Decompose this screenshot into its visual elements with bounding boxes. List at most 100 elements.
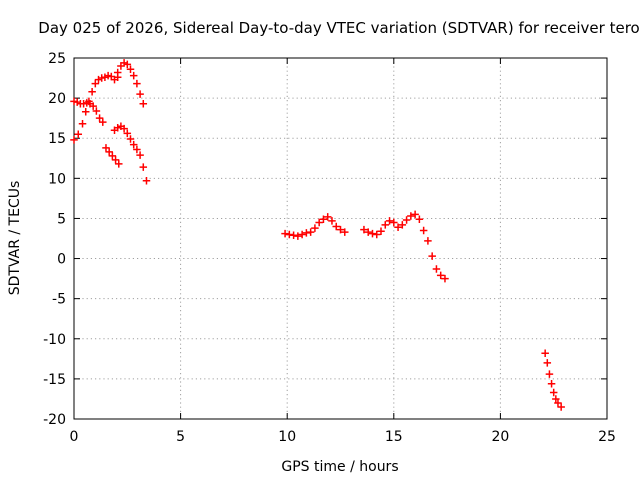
- data-point: [311, 224, 319, 232]
- data-point: [432, 265, 441, 273]
- data-point: [341, 228, 349, 236]
- data-point: [360, 225, 368, 234]
- data-point: [549, 388, 558, 397]
- chart-title: Day 025 of 2026, Sidereal Day-to-day VTE…: [38, 19, 639, 37]
- data-point: [398, 221, 407, 229]
- data-point: [381, 221, 390, 229]
- data-point: [120, 124, 128, 133]
- data-point: [394, 223, 402, 232]
- data-point: [92, 107, 101, 115]
- data-point: [123, 129, 132, 138]
- data-point: [123, 60, 132, 69]
- data-point: [95, 114, 104, 122]
- y-tick-label: -15: [43, 372, 66, 388]
- data-point: [407, 212, 415, 220]
- data-point: [424, 237, 432, 245]
- data-point: [419, 226, 428, 235]
- data-point: [79, 99, 88, 108]
- plot-frame: [73, 57, 608, 420]
- data-point: [328, 217, 336, 225]
- axis-ticks: 0 5 10 15 20 25 25 20 15 10 5 0 -5 -10 -15 -20: [43, 51, 616, 445]
- data-point: [281, 229, 289, 238]
- y-tick-label: 5: [57, 211, 66, 227]
- y-tick-label: 20: [48, 91, 66, 107]
- y-tick-label: -10: [43, 332, 66, 348]
- data-series: [281, 213, 349, 240]
- data-point: [126, 65, 135, 73]
- data-point: [385, 217, 394, 225]
- data-point: [441, 274, 449, 283]
- data-point: [323, 213, 332, 221]
- data-point: [332, 222, 340, 231]
- data-point: [554, 399, 562, 407]
- data-point: [368, 229, 377, 238]
- data-point: [89, 102, 97, 110]
- y-tick-label: 15: [48, 131, 66, 147]
- data-point: [428, 252, 436, 260]
- y-tick-label: 0: [57, 252, 66, 268]
- x-tick-label: 15: [385, 429, 403, 445]
- data-point: [336, 225, 345, 234]
- data-series: [70, 71, 122, 144]
- data-point: [111, 156, 120, 164]
- data-point: [390, 218, 398, 227]
- data-point: [81, 107, 90, 116]
- data-point: [102, 144, 110, 152]
- data-point: [285, 230, 294, 239]
- y-axis-label: SDTVAR / TECUs: [7, 181, 23, 296]
- data-point: [129, 71, 138, 80]
- x-tick-label: 5: [176, 429, 185, 445]
- data-point: [139, 99, 148, 108]
- x-tick-label: 10: [278, 429, 296, 445]
- data-point: [142, 176, 151, 185]
- x-axis-label: GPS time / hours: [281, 459, 398, 475]
- data-point: [541, 349, 549, 357]
- data-point: [315, 218, 323, 227]
- data-point: [139, 163, 148, 171]
- data-point: [298, 230, 306, 239]
- data-series: [110, 122, 151, 185]
- data-point: [85, 97, 93, 106]
- data-point: [415, 215, 424, 223]
- data-series: [360, 210, 449, 283]
- x-tick-label: 25: [598, 429, 616, 445]
- data-point: [108, 152, 117, 160]
- data-point: [107, 72, 116, 81]
- data-point: [543, 359, 552, 367]
- x-tick-label: 20: [491, 429, 509, 445]
- data-point: [99, 118, 107, 126]
- data-point: [302, 229, 311, 237]
- data-point: [133, 79, 141, 88]
- data-points: [70, 59, 565, 411]
- data-point: [436, 271, 445, 280]
- data-point: [70, 97, 78, 106]
- data-point: [372, 230, 381, 239]
- data-point: [545, 370, 554, 378]
- data-point: [319, 215, 328, 223]
- data-point: [104, 71, 112, 80]
- data-point: [136, 151, 144, 159]
- y-tick-label: -20: [43, 412, 66, 428]
- data-point: [129, 140, 138, 149]
- data-point: [91, 79, 100, 88]
- data-point: [294, 232, 302, 240]
- data-point: [115, 160, 123, 168]
- data-series: [113, 59, 148, 108]
- data-point: [88, 87, 96, 96]
- data-point: [364, 228, 372, 236]
- x-tick-label: 0: [70, 429, 79, 445]
- y-tick-label: -5: [52, 292, 66, 308]
- data-point: [126, 135, 135, 143]
- data-point: [70, 136, 78, 144]
- data-point: [74, 130, 83, 138]
- data-point: [377, 227, 385, 236]
- data-point: [552, 395, 560, 403]
- data-point: [113, 68, 122, 77]
- data-point: [133, 145, 141, 154]
- data-point: [136, 90, 144, 98]
- data-point: [105, 148, 113, 156]
- data-point: [97, 74, 106, 82]
- data-point: [78, 120, 87, 128]
- data-point: [402, 216, 411, 224]
